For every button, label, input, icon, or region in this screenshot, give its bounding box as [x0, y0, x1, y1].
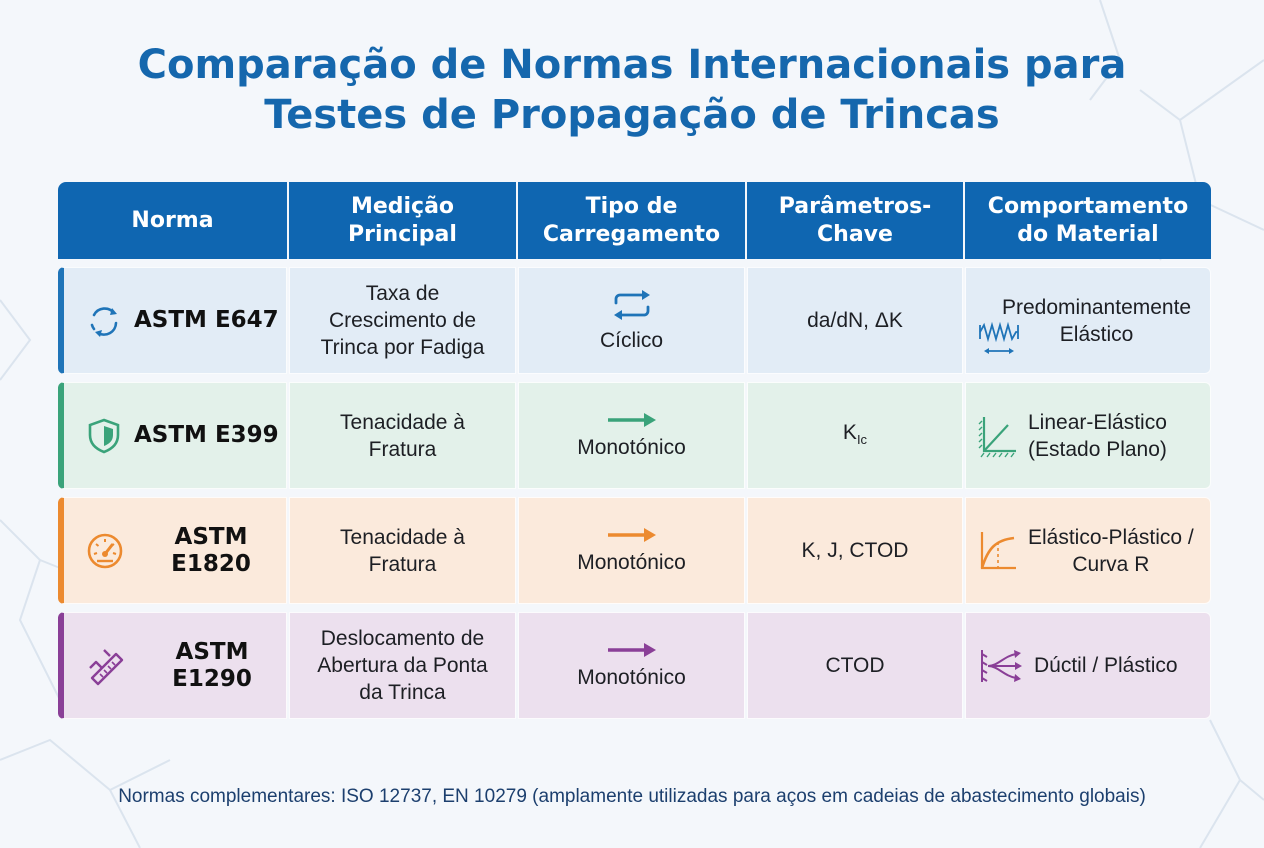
table-row-e399-behavior: Linear-Elástico (Estado Plano) [965, 382, 1211, 489]
loading-label: Monotónico [577, 551, 686, 574]
behavior-line: Curva R [1072, 552, 1150, 576]
header-medicao-line-2: Principal [348, 221, 457, 247]
norm-name: ASTM E1290 [172, 638, 252, 692]
norm-name: ASTM E399 [134, 422, 279, 448]
table-row-e399-norm: ASTM E399 [58, 382, 287, 489]
standards-comparison-table: Norma Medição Principal Tipo de Carregam… [58, 182, 1211, 719]
arrow-right-icon [607, 643, 656, 657]
table-row-e647-loading: Cíclico [518, 267, 745, 374]
table-row-e647-behavior: Predominantemente Elástico [965, 267, 1211, 374]
table-row-e1290-loading: Monotónico [518, 612, 745, 719]
linear-curve-icon [978, 416, 1016, 457]
behavior-line: (Estado Plano) [1028, 437, 1167, 461]
header-parametros-line-2: Chave [817, 221, 893, 247]
table-row-e1290-norm: ASTM E1290 [58, 612, 287, 719]
page-title: Comparação de Normas Internacionais para… [0, 40, 1264, 140]
header-tipo-line-2: Carregamento [542, 221, 721, 247]
table-row-e647-measurement: Taxa de Crescimento de Trinca por Fadiga [289, 267, 516, 374]
behavior-line: Predominantemente [1002, 295, 1192, 319]
behavior-line: Linear-Elástico [1028, 410, 1167, 434]
header-comportamento-line-2: do Material [1017, 221, 1159, 247]
measurement-line: Tenacidade à [340, 410, 465, 434]
footnote: Normas complementares: ISO 12737, EN 102… [118, 786, 1146, 807]
cycle-arrows-icon [90, 306, 118, 337]
measurement-line: Taxa de [365, 282, 440, 305]
table-row-e1820-norm: ASTM E1820 [58, 497, 287, 604]
table-row-e399-loading: Monotónico [518, 382, 745, 489]
table-row-e647-params: da/dN, ΔK [747, 267, 963, 374]
table-row-e1290-measurement: Deslocamento de Abertura da Ponta da Tri… [289, 612, 516, 719]
table-row-e399-params: KIc [747, 382, 963, 489]
params-main: K [842, 420, 857, 444]
norm-name: ASTM E1820 [171, 523, 251, 577]
shield-icon [88, 418, 120, 453]
header-tipo-line-1: Tipo de [585, 193, 678, 219]
header-medicao-line-1: Medição [350, 193, 455, 219]
table-row-e1820-measurement: Tenacidade à Fratura [289, 497, 516, 604]
measurement-line: Fratura [368, 437, 437, 461]
arrow-right-icon [607, 528, 656, 542]
page-title-line-2: Testes de Propagação de Trincas [264, 92, 1000, 138]
r-curve-icon [980, 531, 1016, 569]
header-norma-label: Norma [131, 207, 214, 233]
measurement-line: Trinca por Fadiga [320, 336, 485, 359]
spring-icon [979, 321, 1019, 354]
params-label: da/dN, ΔK [807, 309, 903, 332]
header-comportamento-material: Comportamento do Material [965, 182, 1211, 259]
measurement-line: da Trinca [359, 681, 446, 704]
header-norma: Norma [58, 182, 287, 259]
caliper-icon [89, 648, 124, 685]
measurement-line: Deslocamento de [320, 627, 485, 650]
measurement-line: Abertura da Ponta [317, 654, 488, 677]
table-row-e1290-params: CTOD [747, 612, 963, 719]
params-subscript: Ic [856, 431, 868, 447]
ductile-flow-icon [981, 649, 1022, 682]
loading-label: Monotónico [577, 436, 686, 459]
norm-name: ASTM E647 [134, 307, 279, 333]
table-row-e647-norm: ASTM E647 [58, 267, 287, 374]
behavior-line: Dúctil / Plástico [1034, 654, 1178, 677]
header-parametros-chave: Parâmetros- Chave [747, 182, 963, 259]
table-row-e1820-behavior: Elástico-Plástico / Curva R [965, 497, 1211, 604]
measurement-line: Crescimento de [328, 309, 477, 332]
table-row-e1290-behavior: Dúctil / Plástico [965, 612, 1211, 719]
table-row-e399-measurement: Tenacidade à Fratura [289, 382, 516, 489]
params-label: K, J, CTOD [801, 539, 909, 562]
params-label: KIc [843, 419, 867, 453]
loading-label: Cíclico [599, 329, 663, 352]
header-tipo-carregamento: Tipo de Carregamento [518, 182, 745, 259]
swap-arrows-icon [613, 290, 650, 320]
header-parametros-line-1: Parâmetros- [778, 193, 932, 219]
measurement-line: Fratura [368, 552, 437, 576]
behavior-line: Elástico-Plástico / [1028, 525, 1194, 549]
header-comportamento-line-1: Comportamento [987, 193, 1189, 219]
behavior-line: Elástico [1059, 322, 1134, 346]
gauge-icon [87, 533, 123, 568]
table-row-e1820-loading: Monotónico [518, 497, 745, 604]
header-medicao-principal: Medição Principal [289, 182, 516, 259]
table-row-e1820-params: K, J, CTOD [747, 497, 963, 604]
loading-label: Monotónico [577, 666, 686, 689]
measurement-line: Tenacidade à [340, 525, 465, 549]
page-title-line-1: Comparação de Normas Internacionais para [137, 42, 1127, 88]
params-label: CTOD [825, 654, 885, 677]
arrow-right-icon [607, 413, 656, 427]
